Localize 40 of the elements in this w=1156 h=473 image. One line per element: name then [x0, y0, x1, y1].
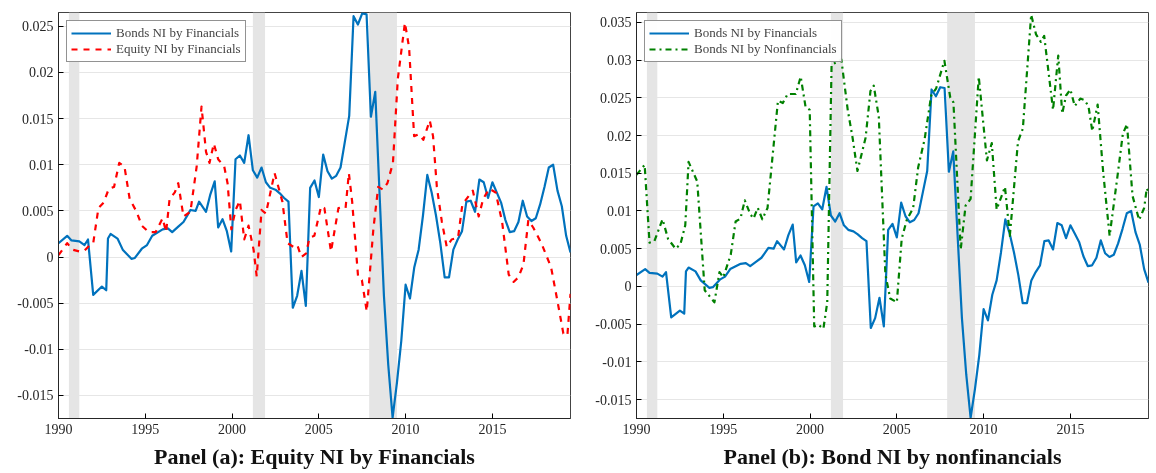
x-tick-label: 1995	[131, 421, 160, 437]
text: Panel (a): Equity NI by Financials	[154, 443, 476, 469]
legend-label: Bonds NI by Financials	[694, 25, 818, 41]
x-tick-label: 2000	[218, 421, 247, 437]
x-tick-label: 2005	[304, 421, 333, 437]
y-tick-label: 0.01	[29, 157, 54, 173]
y-tick-label: -0.01	[24, 342, 54, 358]
x-tick-label: 2010	[969, 421, 998, 437]
y-tick-label: -0.015	[595, 392, 632, 408]
y-tick-label: 0.025	[600, 90, 632, 106]
y-tick-label: 0.01	[607, 203, 632, 219]
y-tick-label: 0.015	[600, 166, 632, 182]
y-tick-label: 0.005	[22, 203, 54, 219]
legend-label: Equity NI by Financials	[116, 41, 241, 57]
y-tick-label: -0.005	[17, 296, 54, 312]
x-tick-label: 2015	[1056, 421, 1085, 437]
x-tick-label: 2005	[882, 421, 911, 437]
x-tick-label: 1995	[709, 421, 738, 437]
y-tick-label: 0	[46, 250, 54, 266]
x-tick-label: 2010	[391, 421, 420, 437]
y-tick-label: 0.02	[29, 65, 54, 81]
line-series	[58, 12, 571, 419]
y-tick-label: 0	[624, 279, 632, 295]
x-tick-label: 1990	[622, 421, 651, 437]
text: Panel (b): Bond NI by nonfinancials	[723, 443, 1062, 469]
x-tick-label: 2000	[796, 421, 825, 437]
y-tick-label: -0.005	[595, 317, 632, 333]
y-tick-label: 0.025	[22, 19, 54, 35]
x-tick-label: 1990	[44, 421, 73, 437]
y-tick-label: 0.02	[607, 128, 632, 144]
y-tick-label: 0.035	[600, 15, 632, 31]
line-series	[636, 13, 1149, 330]
x-tick-label: 2015	[478, 421, 507, 437]
y-tick-label: -0.01	[602, 354, 632, 370]
y-tick-label: 0.03	[607, 53, 632, 69]
legend-label: Bonds NI by Nonfinancials	[694, 41, 837, 57]
y-tick-label: 0.005	[600, 241, 632, 257]
y-tick-label: 0.015	[22, 111, 54, 127]
legend-label: Bonds NI by Financials	[116, 25, 240, 41]
y-tick-label: -0.015	[17, 388, 54, 404]
